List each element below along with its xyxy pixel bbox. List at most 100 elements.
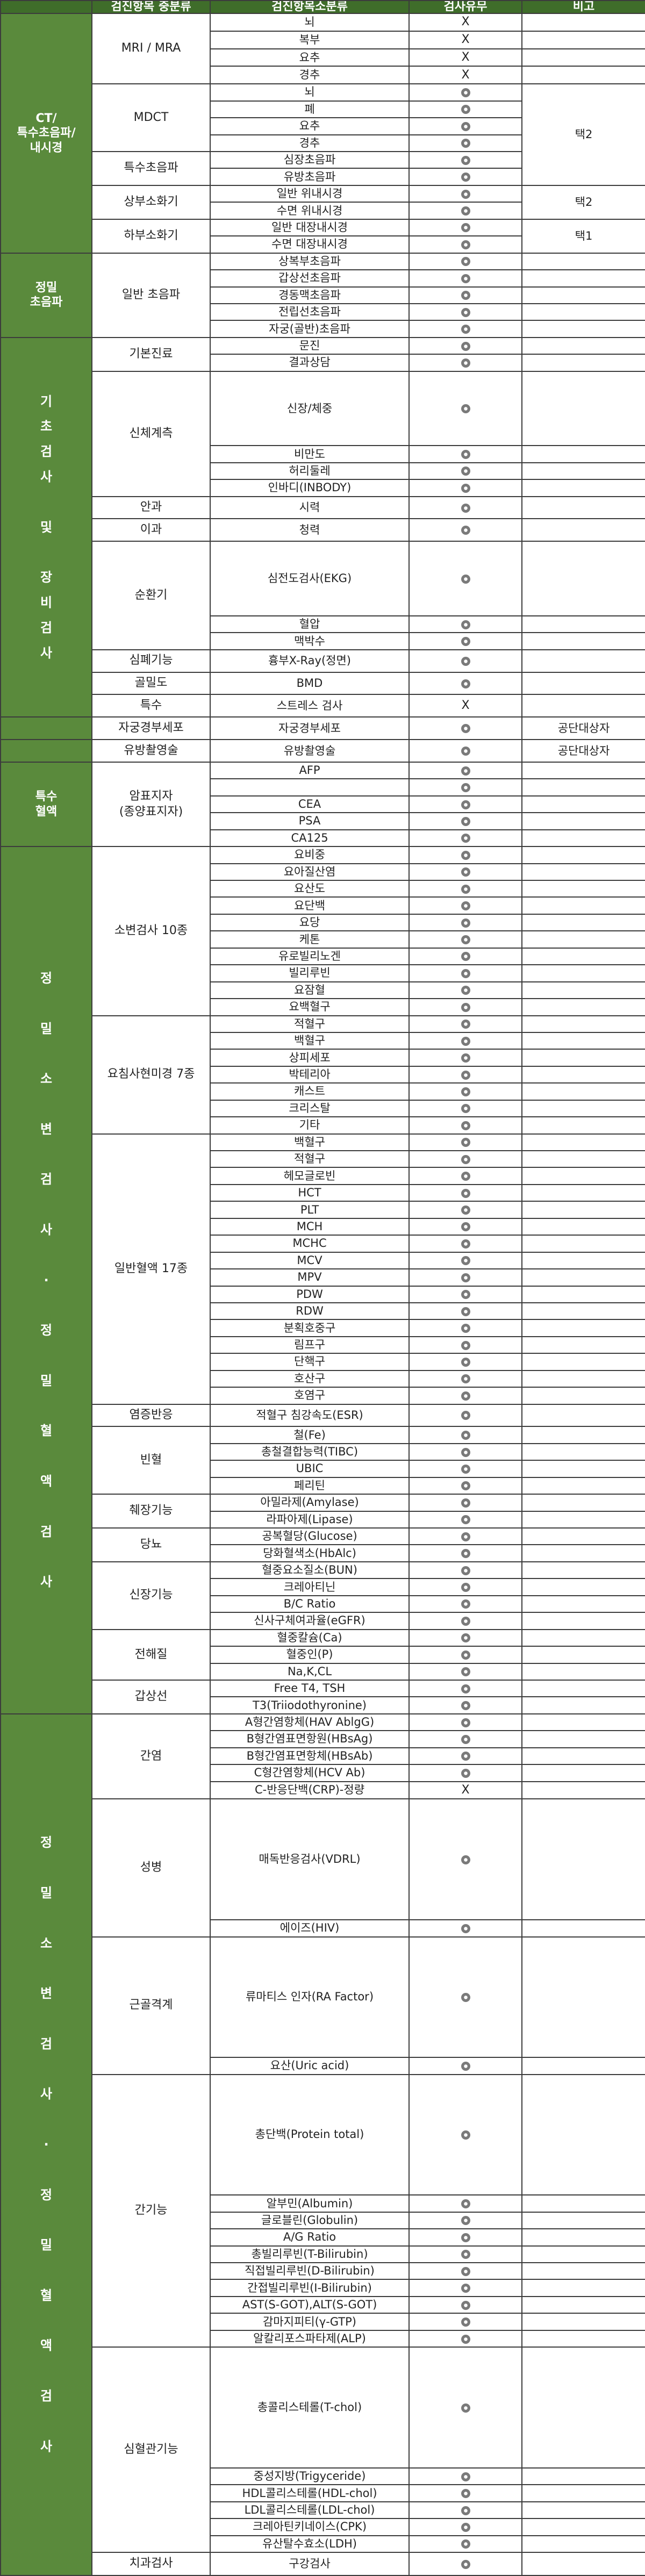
header-row: 검진항목 중분류 검진항목소분류 검사유무 비고: [0, 0, 645, 14]
item-name-cell: 수면 위내시경: [210, 202, 410, 220]
table-row: 요단백: [1, 896, 645, 915]
table-row: 근골격계 류마티스 인자(RA Factor): [1, 1936, 645, 2075]
note-cell: [521, 1387, 645, 1405]
circle-mark-icon: [461, 884, 470, 894]
exam-mark-cell: [408, 150, 522, 169]
exam-mark-cell: X: [408, 30, 522, 49]
table-row: 크리스탈: [1, 1099, 645, 1118]
note-cell: [521, 913, 645, 932]
note-cell: [521, 354, 645, 372]
note-cell: [521, 30, 645, 49]
exam-mark-cell: [408, 2073, 522, 2196]
item-name-cell: 철(Fe): [210, 1426, 410, 1444]
table-row: 전립선초음파: [1, 303, 645, 321]
item-name-cell: 뇌: [210, 13, 410, 32]
exam-mark-cell: [408, 2467, 522, 2486]
subcategory-cell: MRI / MRA: [91, 12, 211, 85]
table-row: 신사구체여과율(eGFR): [1, 1612, 645, 1630]
item-name-cell: 크레아틴키네이스(CPK): [210, 2518, 410, 2536]
exam-mark-cell: [408, 1426, 522, 1444]
exam-mark-cell: X: [408, 66, 522, 85]
note-cell: [521, 1217, 645, 1236]
circle-mark-icon: [461, 1087, 470, 1096]
x-mark: X: [461, 68, 470, 82]
circle-mark-icon: [461, 1036, 470, 1046]
note-cell: [521, 13, 645, 32]
note-cell: [521, 2552, 645, 2576]
item-name-cell: RDW: [210, 1302, 410, 1321]
circle-mark-icon: [461, 1650, 470, 1660]
table-row: 경동맥초음파: [1, 286, 645, 304]
circle-mark-icon: [461, 1515, 470, 1525]
item-name-cell: [210, 778, 410, 797]
x-mark: X: [461, 51, 470, 64]
item-name-cell: 구강검사: [210, 2552, 410, 2576]
table-row: 유산탈수효소(LDH): [1, 2535, 645, 2553]
exam-mark-cell: [408, 896, 522, 915]
table-row: 상피세포: [1, 1049, 645, 1067]
exam-mark-cell: [408, 1578, 522, 1596]
note-cell: [521, 2073, 645, 2196]
exam-mark-cell: [408, 795, 522, 814]
note-cell: [521, 1527, 645, 1546]
note-cell: [521, 694, 645, 718]
circle-mark-icon: [461, 747, 470, 756]
note-cell: [521, 479, 645, 497]
note-cell: [521, 303, 645, 321]
subcategory-cell: 성병: [91, 1798, 211, 1938]
note-cell: [521, 1476, 645, 1495]
item-name-cell: C-반응단백(CRP)-정량: [210, 1781, 410, 1800]
table-row: 빌리루빈: [1, 964, 645, 982]
circle-mark-icon: [461, 1447, 470, 1457]
exam-mark-cell: [408, 2535, 522, 2553]
item-name-cell: 복부: [210, 30, 410, 49]
note-cell: [521, 48, 645, 67]
table-row: 신장기능 혈중요소질소(BUN): [1, 1561, 645, 1630]
table-row: 분획호중구: [1, 1319, 645, 1337]
circle-mark-icon: [461, 155, 470, 165]
item-name-cell: 류마티스 인자(RA Factor): [210, 1936, 410, 2058]
item-name-cell: 감마지피티(γ-GTP): [210, 2313, 410, 2331]
circle-mark-icon: [461, 1357, 470, 1367]
exam-mark-cell: [408, 649, 522, 673]
item-name-cell: 기타: [210, 1116, 410, 1135]
exam-mark-cell: [408, 1764, 522, 1782]
exam-mark-cell: [408, 1167, 522, 1185]
exam-mark-cell: [408, 1646, 522, 1664]
item-name-cell: Free T4, TSH: [210, 1679, 410, 1698]
note-cell: [521, 1595, 645, 1613]
circle-mark-icon: [461, 274, 470, 283]
item-name-cell: T3(Triiodothyronine): [210, 1696, 410, 1714]
note-cell: [521, 1235, 645, 1253]
note-cell: [521, 541, 645, 616]
item-name-cell: 흉부X-Ray(정면): [210, 649, 410, 673]
item-name-cell: 아밀라제(Amylase): [210, 1494, 410, 1512]
item-name-cell: 일반 위내시경: [210, 184, 410, 203]
subcategory-cell: 일반혈액 17종: [91, 1133, 211, 1405]
item-name-cell: 공복혈당(Glucose): [210, 1527, 410, 1546]
table-row: 안과 시력: [1, 496, 645, 520]
table-row: C-반응단백(CRP)-정량 X: [1, 1781, 645, 1800]
note-cell: [521, 1460, 645, 1478]
subcategory-cell: 골밀도: [91, 671, 211, 695]
note-cell: [521, 778, 645, 797]
item-name-cell: 백혈구: [210, 1031, 410, 1050]
note-cell: [521, 1133, 645, 1152]
item-name-cell: AST(S-GOT),ALT(S-GOT): [210, 2295, 410, 2314]
exam-mark-cell: [408, 2262, 522, 2280]
item-name-cell: CA125: [210, 829, 410, 848]
circle-mark-icon: [461, 783, 470, 793]
circle-mark-icon: [461, 901, 470, 911]
exam-mark-cell: [408, 2552, 522, 2576]
circle-mark-icon: [461, 1566, 470, 1575]
exam-mark-cell: [408, 354, 522, 372]
exam-mark-cell: [408, 947, 522, 966]
exam-mark-cell: [408, 1065, 522, 1084]
item-name-cell: 유방촬영술: [210, 739, 410, 763]
circle-mark-icon: [461, 1583, 470, 1592]
item-name-cell: 페리틴: [210, 1476, 410, 1495]
note-cell: [521, 1268, 645, 1287]
note-cell: [521, 2194, 645, 2213]
circle-mark-icon: [461, 1340, 470, 1350]
